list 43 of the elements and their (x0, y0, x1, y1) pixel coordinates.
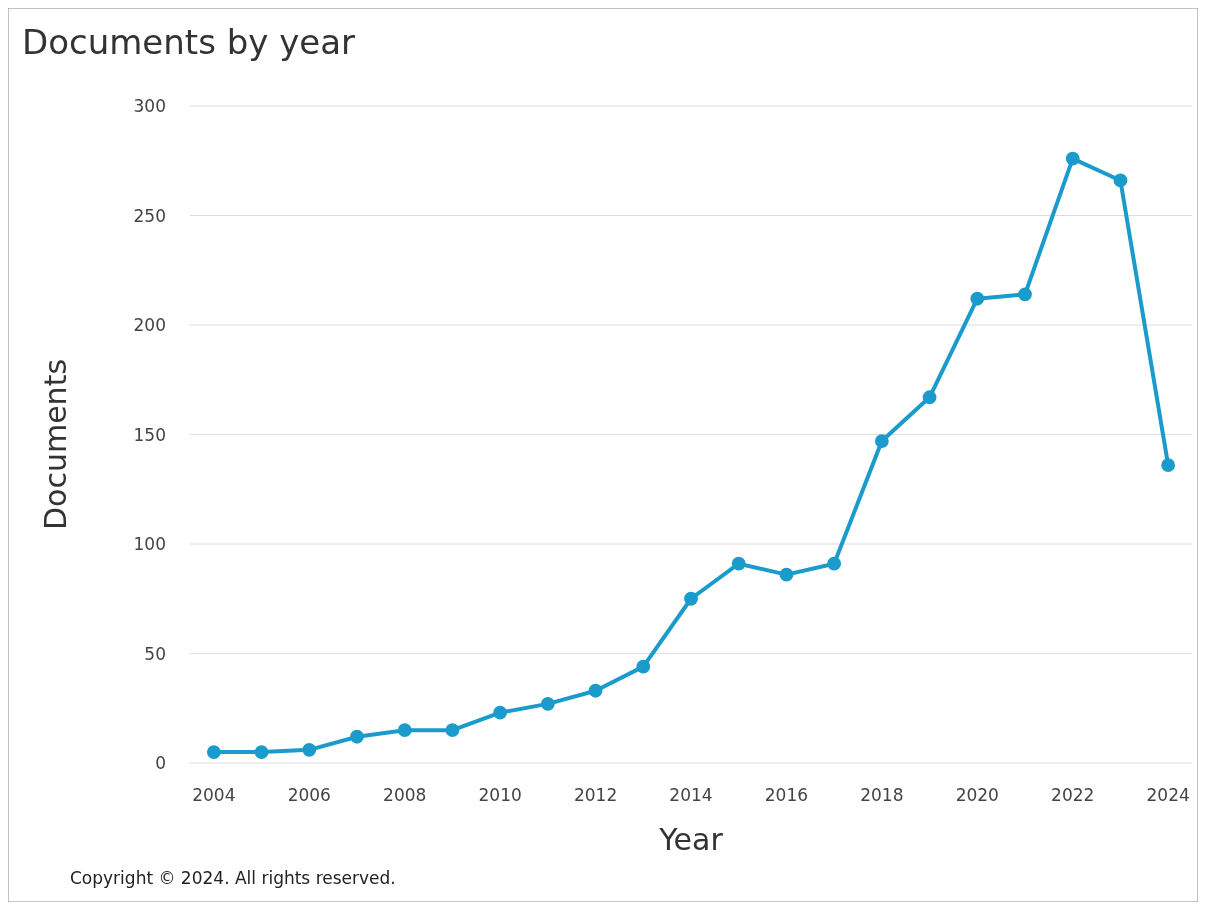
point (827, 556, 842, 571)
x-tick-label: 2012 (573, 785, 618, 805)
y-tick-label: 0 (155, 753, 166, 773)
y-tick-label: 50 (144, 643, 166, 664)
text: Copyright © 2024. All rights reserved. (70, 868, 396, 888)
point (206, 745, 221, 759)
point (1161, 458, 1176, 473)
x-axis-title: Year (658, 822, 724, 857)
x-tick-label: 2018 (860, 785, 904, 805)
point (397, 723, 412, 738)
point (588, 683, 603, 698)
x-tick-label: 2022 (1051, 785, 1095, 805)
point (540, 696, 555, 711)
point (254, 745, 269, 759)
point (1113, 173, 1128, 188)
x-tick-label: 2008 (383, 785, 427, 805)
point (1065, 151, 1080, 166)
point (779, 567, 794, 582)
y-tick-label: 150 (133, 424, 166, 445)
x-tick-label: 2010 (478, 785, 522, 805)
y-axis-title: Documents (38, 358, 73, 531)
point (731, 556, 746, 571)
y-tick-label: 100 (133, 534, 166, 554)
y-tick-label: 300 (133, 96, 166, 116)
x-tick-label: 2004 (192, 785, 236, 805)
point (1018, 287, 1032, 302)
point (922, 390, 937, 405)
point (874, 434, 889, 448)
x-tick-label: 2014 (669, 785, 713, 805)
point (350, 729, 364, 744)
point (684, 591, 698, 606)
point (445, 723, 460, 738)
point (493, 705, 508, 720)
point (636, 659, 651, 674)
chart-title: Documents by year (22, 22, 356, 62)
x-tick-label: 2006 (287, 785, 331, 805)
x-tick-label: 2016 (764, 785, 809, 805)
x-tick-label: 2024 (1146, 785, 1190, 805)
y-tick-label: 200 (133, 315, 166, 335)
y-tick-label: 250 (133, 205, 166, 226)
x-tick-label: 2020 (955, 785, 999, 805)
point (302, 742, 317, 757)
point (970, 291, 985, 306)
